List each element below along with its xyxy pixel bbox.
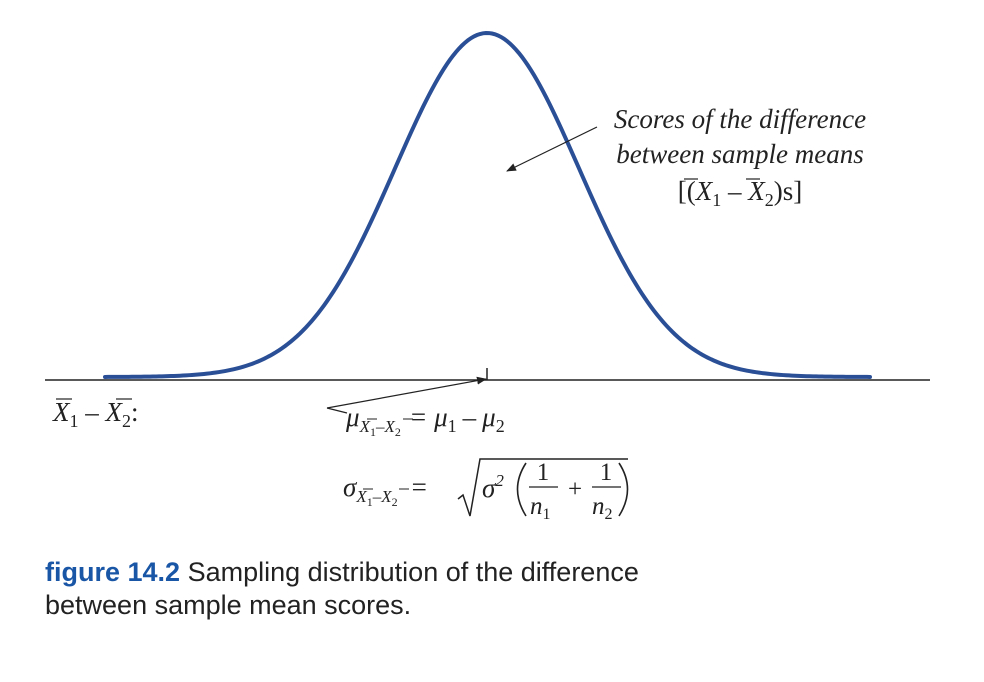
normal-distribution-curve <box>103 31 872 379</box>
left-paren <box>516 462 527 517</box>
fraction-1-numerator: 1 <box>537 459 550 486</box>
caption-label: figure 14.2 <box>45 557 181 587</box>
mean-arrow-tail <box>326 407 348 414</box>
mean-formula: μX1–X2 = μ1– μ2 <box>345 402 505 439</box>
annotation-x2: X <box>747 176 766 206</box>
annotation-line-2: between sample means <box>616 139 863 169</box>
annotation-line-1: Scores of the difference <box>614 104 866 134</box>
caption-line-2: between sample mean scores. <box>45 590 412 620</box>
fraction-1-denominator: n1 <box>530 493 551 523</box>
annotation-x1: X <box>695 176 714 206</box>
sd-formula-lhs: σX1–X2 = <box>343 472 427 509</box>
caption-text: Sampling distribution of the difference <box>187 557 639 587</box>
right-paren <box>618 462 629 517</box>
fraction-2-denominator: n2 <box>592 493 613 523</box>
annotation-line-3: [(X1 – X2)s] <box>678 176 802 210</box>
figure-caption: figure 14.2 Sampling distribution of the… <box>45 556 945 622</box>
plus-sign: + <box>568 476 582 503</box>
sampling-distribution-figure: Scores of the difference between sample … <box>45 31 930 523</box>
sd-sigma-squared: σ2 <box>482 471 504 503</box>
fraction-2-numerator: 1 <box>600 459 613 486</box>
axis-label: X1 – X2: <box>52 397 139 431</box>
square-root-sign <box>457 458 628 517</box>
caption-line-1: figure 14.2 Sampling distribution of the… <box>45 556 945 589</box>
annotation-arrow <box>506 126 598 172</box>
mean-arrow <box>326 376 487 409</box>
